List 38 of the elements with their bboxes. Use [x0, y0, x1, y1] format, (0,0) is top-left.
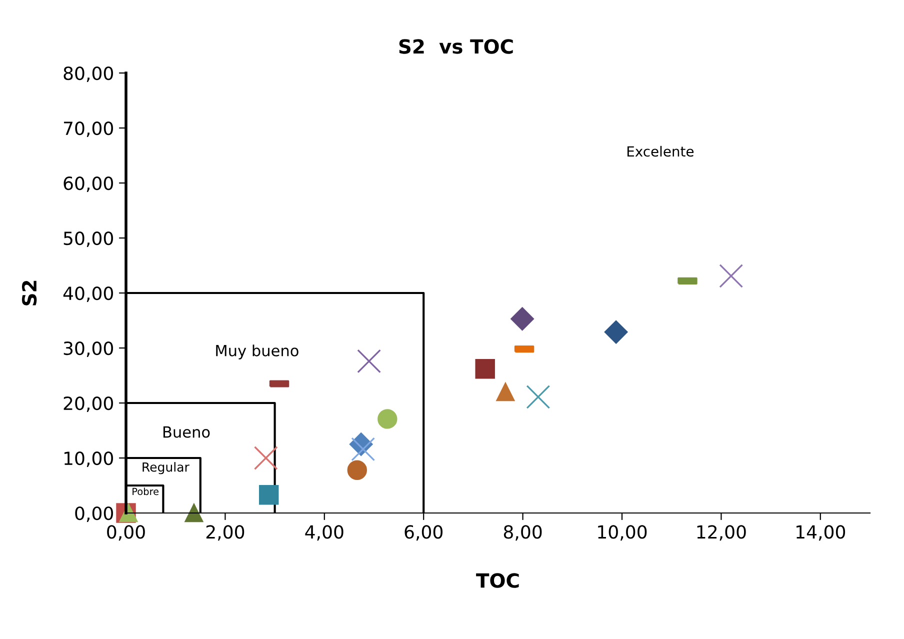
x-tick-label: 4,00: [305, 525, 344, 541]
annotation: Muy bueno: [216, 344, 298, 360]
x-tick-label: 6,00: [404, 525, 442, 541]
point: [496, 382, 515, 402]
point: [526, 385, 550, 409]
point: [510, 307, 534, 330]
annotation: Bueno: [163, 426, 210, 438]
x-tick-label: 12,00: [697, 525, 746, 541]
point: [254, 446, 278, 470]
point: [604, 320, 628, 344]
point: [258, 484, 279, 505]
y-tick-label: 10,00: [64, 451, 113, 467]
point: [378, 409, 398, 429]
annotation: Regular: [142, 462, 190, 474]
y-tick-label: 40,00: [63, 286, 113, 302]
annotation: Excelente: [627, 146, 694, 157]
x-tick-label: 0,00: [107, 525, 145, 541]
y-tick-label: 30,00: [64, 341, 113, 357]
point: [351, 437, 376, 462]
y-tick-label: 20,00: [64, 396, 113, 412]
y-tick-label: 70,00: [64, 121, 113, 137]
point: [347, 460, 367, 480]
x-tick-label: 10,00: [598, 525, 647, 541]
point: [475, 359, 495, 379]
point: [184, 504, 204, 522]
y-tick-label: 0,00: [75, 506, 113, 522]
y-tick-label: 60,00: [64, 176, 113, 192]
y-tick-label: 80,00: [64, 66, 113, 82]
y-tick-label: 50,00: [64, 231, 113, 247]
x-tick-label: 14,00: [796, 525, 846, 541]
x-tick-label: 2,00: [206, 525, 244, 541]
chart-title: S2 vs TOC: [399, 39, 513, 54]
point: [719, 264, 744, 288]
y-axis-title: S2: [22, 280, 37, 306]
x-axis-title: TOC: [476, 573, 519, 588]
point: [357, 349, 381, 374]
x-tick-label: 8,00: [504, 525, 542, 541]
annotation: Pobre: [132, 488, 159, 496]
